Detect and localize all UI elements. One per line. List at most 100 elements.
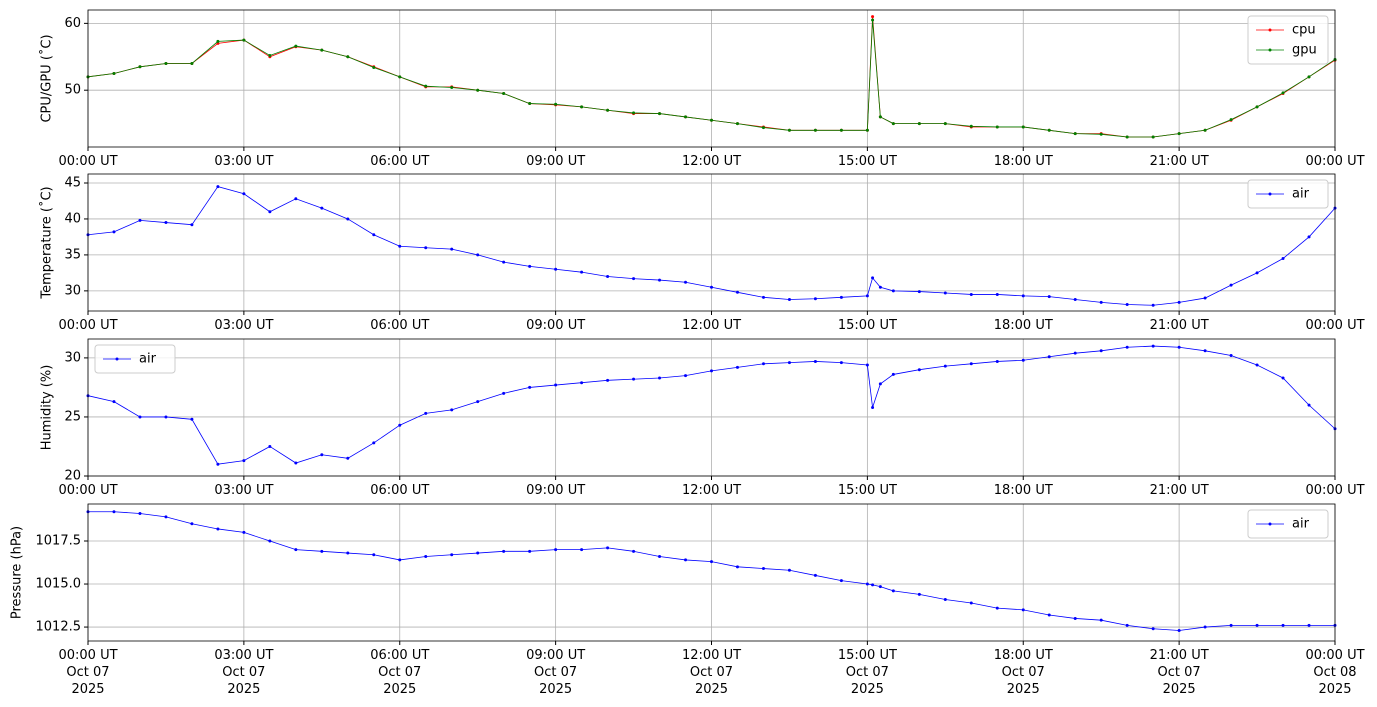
data-point <box>268 210 272 214</box>
data-point <box>839 128 843 132</box>
data-point <box>320 48 324 52</box>
data-point <box>891 289 895 293</box>
data-point <box>878 382 882 386</box>
data-point <box>1229 283 1233 287</box>
data-point <box>1255 105 1259 109</box>
data-point <box>813 573 817 577</box>
data-point <box>865 294 869 298</box>
data-point <box>450 553 454 557</box>
data-point <box>839 579 843 583</box>
data-point <box>1073 351 1077 355</box>
y-tick-label: 30 <box>64 350 81 365</box>
data-point <box>917 122 921 126</box>
y-tick-label: 35 <box>64 247 81 262</box>
data-point <box>1307 623 1311 627</box>
data-point <box>1021 608 1025 612</box>
data-point <box>1151 627 1155 631</box>
data-point <box>1047 128 1051 132</box>
data-point <box>710 369 713 373</box>
data-point <box>1255 271 1259 275</box>
y-axis-label: Temperature (˚C) <box>39 186 55 299</box>
legend-marker <box>1268 28 1272 32</box>
data-point <box>813 128 817 132</box>
data-point <box>813 297 817 301</box>
data-point <box>606 108 610 112</box>
data-point <box>871 406 875 409</box>
y-tick-label: 40 <box>64 211 81 226</box>
data-point <box>1177 300 1181 304</box>
data-point <box>891 372 895 376</box>
data-point <box>761 126 765 130</box>
data-point <box>424 554 428 558</box>
data-point <box>190 522 194 526</box>
data-point <box>917 592 921 596</box>
data-point <box>1099 300 1103 304</box>
x-tick-label: 00:00 UT <box>1305 154 1365 169</box>
data-point <box>502 391 506 395</box>
y-tick-label: 50 <box>64 83 81 98</box>
data-point <box>1021 358 1025 362</box>
legend-label: cpu <box>1292 23 1316 38</box>
data-point <box>138 511 142 515</box>
legend-box <box>1247 179 1329 209</box>
y-tick-label: 1017.5 <box>36 534 82 549</box>
legend-box <box>1247 15 1329 65</box>
data-point <box>969 362 973 366</box>
data-point <box>138 415 142 419</box>
x-tick-label: 18:00 UT <box>993 318 1053 333</box>
data-point <box>398 75 402 79</box>
data-point <box>865 128 869 132</box>
data-point <box>943 364 947 368</box>
data-point <box>839 361 843 365</box>
x-tick-label: 18:00 UT <box>993 483 1053 498</box>
data-point <box>1281 623 1285 627</box>
data-point <box>450 247 454 251</box>
data-point <box>1307 75 1311 79</box>
y-tick-label: 1012.5 <box>36 620 82 635</box>
x-tick-label: 03:00 UT <box>214 154 274 169</box>
data-point <box>580 270 584 274</box>
data-point <box>684 558 688 562</box>
data-point <box>268 444 272 448</box>
data-point <box>554 548 558 552</box>
x-tick-label: 00:00 UT <box>58 318 118 333</box>
data-point <box>891 122 895 126</box>
data-point <box>242 530 246 534</box>
data-point <box>450 86 454 90</box>
data-point <box>580 548 584 552</box>
x-tick-label: 18:00 UT <box>993 154 1053 169</box>
data-point <box>346 456 350 460</box>
data-point <box>917 290 921 294</box>
data-point <box>969 292 973 296</box>
data-point <box>1073 132 1077 136</box>
data-point <box>320 206 324 210</box>
legend-label: air <box>1292 517 1310 532</box>
x-tick-label: 00:00 UT Oct 08 2025 <box>1305 648 1365 697</box>
x-tick-label: 09:00 UT <box>526 483 586 498</box>
data-point <box>871 583 875 587</box>
x-tick-label: 12:00 UT <box>681 483 742 498</box>
data-point <box>684 374 688 378</box>
data-point <box>268 53 272 57</box>
x-tick-label: 15:00 UT Oct 07 2025 <box>837 648 897 697</box>
data-point <box>528 385 532 389</box>
x-tick-label: 21:00 UT <box>1149 483 1209 498</box>
data-point <box>294 548 298 552</box>
data-point <box>138 65 142 69</box>
x-tick-label: 03:00 UT <box>214 318 274 333</box>
data-point <box>554 383 558 387</box>
x-tick-label: 12:00 UT Oct 07 2025 <box>681 648 742 697</box>
data-point <box>871 276 875 280</box>
data-point <box>761 567 765 571</box>
data-point <box>424 84 428 88</box>
data-point <box>1281 257 1285 261</box>
legend-label: air <box>1292 187 1310 202</box>
data-point <box>1047 355 1051 359</box>
data-point <box>164 221 168 225</box>
data-point <box>1125 623 1129 627</box>
legend-marker <box>1268 522 1272 526</box>
data-point <box>710 285 713 289</box>
y-tick-label: 30 <box>64 283 81 298</box>
